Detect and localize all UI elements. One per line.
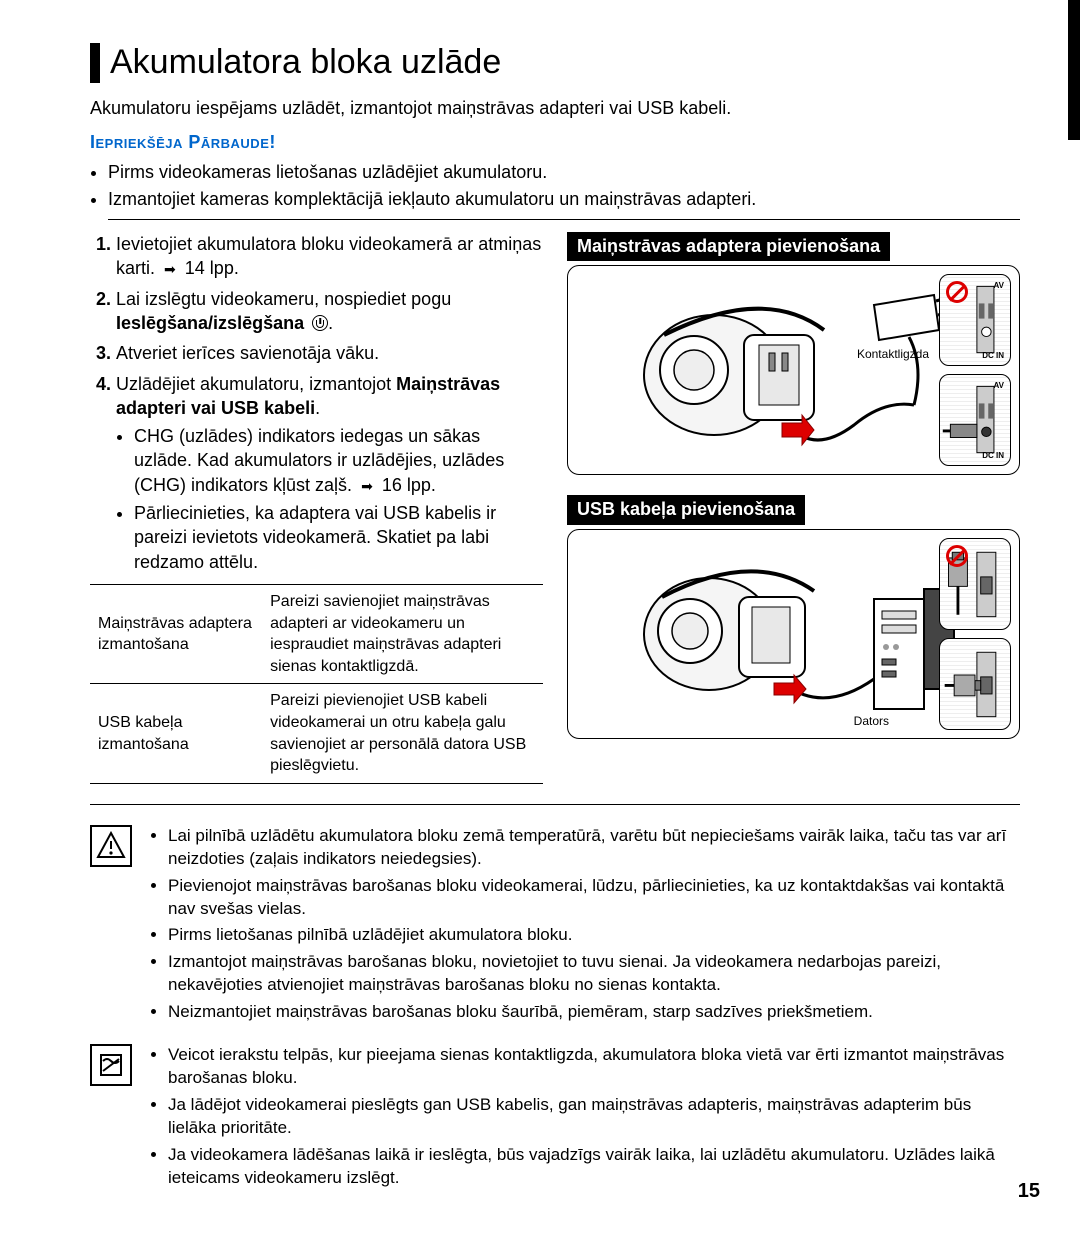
- step-item: Uzlādējiet akumulatoru, izmantojot Maiņs…: [116, 372, 543, 574]
- warning-list: Lai pilnībā uzlādētu akumulatora bloku z…: [168, 825, 1020, 1029]
- usb-diagram: Dators: [567, 529, 1020, 739]
- camera-illustration: [624, 275, 964, 465]
- ac-section-label: Maiņstrāvas adaptera pievienošana: [567, 232, 890, 261]
- warning-item: Pirms lietošanas pilnībā uzlādējiet akum…: [168, 924, 1020, 947]
- intro-text: Akumulatoru iespējams uzlādēt, izmantojo…: [90, 96, 1020, 120]
- socket-caption: Kontaktligzda: [857, 346, 929, 362]
- av-label: AV: [993, 381, 1004, 392]
- step-text: Uzlādējiet akumulatoru, izmantojot: [116, 374, 396, 394]
- precheck-heading: Iepriekšēja Pārbaude!: [90, 130, 1020, 154]
- camera-illustration-usb: [624, 539, 964, 729]
- warning-item: Izmantojot maiņstrāvas barošanas bloku, …: [168, 951, 1020, 997]
- sub-bullet: Pārliecinieties, ka adaptera vai USB kab…: [134, 501, 543, 574]
- step-text: Ievietojiet akumulatora bloku videokamer…: [116, 234, 541, 278]
- warning-block: Lai pilnībā uzlādētu akumulatora bloku z…: [90, 825, 1020, 1029]
- note-block: Veicot ierakstu telpās, kur pieejama sie…: [90, 1044, 1020, 1194]
- warning-item: Neizmantojiet maiņstrāvas barošanas blok…: [168, 1001, 1020, 1024]
- note-list: Veicot ierakstu telpās, kur pieejama sie…: [168, 1044, 1020, 1194]
- table-cell: USB kabeļa izmantošana: [90, 684, 262, 783]
- step-item: Ievietojiet akumulatora bloku videokamer…: [116, 232, 543, 281]
- precheck-item: Izmantojiet kameras komplektācijā iekļau…: [108, 187, 1020, 211]
- port-callout-wrong: AV DC IN: [939, 274, 1011, 366]
- usb-section-label: USB kabeļa pievienošana: [567, 495, 805, 524]
- side-tab: [1068, 0, 1080, 140]
- power-icon: [312, 315, 328, 331]
- dcin-label: DC IN: [982, 451, 1004, 462]
- usb-callout-right: [939, 638, 1011, 730]
- page-ref-arrow: [357, 475, 377, 495]
- note-item: Ja videokamera lādēšanas laikā ir ieslēg…: [168, 1144, 1020, 1190]
- note-item: Veicot ierakstu telpās, kur pieejama sie…: [168, 1044, 1020, 1090]
- prohibit-icon: [946, 545, 968, 567]
- title-side-bar: [90, 43, 100, 83]
- page-title: Akumulatora bloka uzlāde: [110, 40, 501, 86]
- step-text: Lai izslēgtu videokameru, nospiediet pog…: [116, 289, 451, 309]
- table-row: Maiņstrāvas adaptera izmantošana Pareizi…: [90, 584, 543, 683]
- usb-callout-wrong: [939, 538, 1011, 630]
- divider: [90, 804, 1020, 805]
- note-item: Ja lādējot videokamerai pieslēgts gan US…: [168, 1094, 1020, 1140]
- table-cell: Pareizi pievienojiet USB kabeli videokam…: [262, 684, 543, 783]
- dcin-label: DC IN: [982, 351, 1004, 362]
- page-title-row: Akumulatora bloka uzlāde: [90, 40, 1020, 86]
- page-ref: 14 lpp.: [185, 258, 239, 278]
- table-row: USB kabeļa izmantošana Pareizi pievienoj…: [90, 684, 543, 783]
- step-item: Atveriet ierīces savienotāja vāku.: [116, 341, 543, 365]
- bullet-text: CHG (uzlādes) indikators iedegas un sāka…: [134, 426, 504, 495]
- table-cell: Maiņstrāvas adaptera izmantošana: [90, 584, 262, 683]
- table-cell: Pareizi savienojiet maiņstrāvas adapteri…: [262, 584, 543, 683]
- warning-item: Lai pilnībā uzlādētu akumulatora bloku z…: [168, 825, 1020, 871]
- sub-bullet: CHG (uzlādes) indikators iedegas un sāka…: [134, 424, 543, 497]
- button-name: Ieslēgšana/izslēgšana: [116, 313, 304, 333]
- steps-list: Ievietojiet akumulatora bloku videokamer…: [90, 232, 543, 574]
- port-callout-right: AV DC IN: [939, 374, 1011, 466]
- note-icon: [90, 1044, 132, 1086]
- usage-table: Maiņstrāvas adaptera izmantošana Pareizi…: [90, 584, 543, 784]
- av-label: AV: [993, 281, 1004, 292]
- ac-diagram: Kontaktligzda AV DC IN AV DC IN: [567, 265, 1020, 475]
- precheck-item: Pirms videokameras lietošanas uzlādējiet…: [108, 160, 1020, 184]
- page-number: 15: [1018, 1178, 1040, 1205]
- page-ref: 16 lpp.: [382, 475, 436, 495]
- warning-icon: [90, 825, 132, 867]
- warning-item: Pievienojot maiņstrāvas barošanas bloku …: [168, 875, 1020, 921]
- page-ref-arrow: [160, 258, 180, 278]
- computer-caption: Dators: [854, 713, 889, 729]
- step-item: Lai izslēgtu videokameru, nospiediet pog…: [116, 287, 543, 336]
- precheck-list: Pirms videokameras lietošanas uzlādējiet…: [108, 160, 1020, 220]
